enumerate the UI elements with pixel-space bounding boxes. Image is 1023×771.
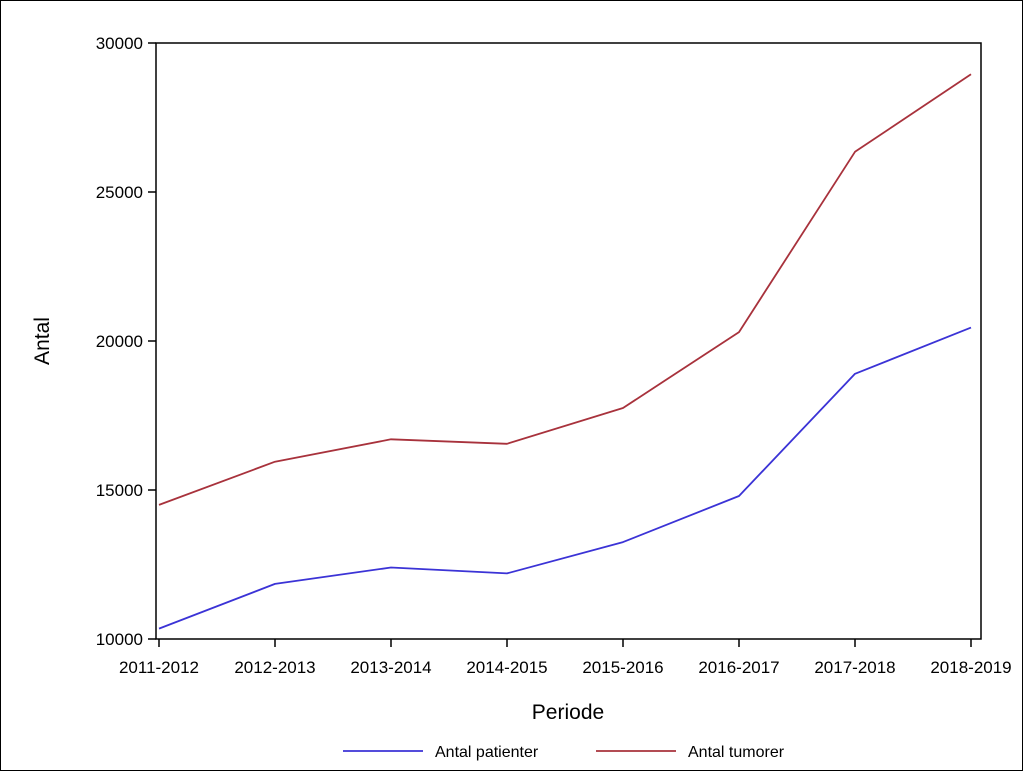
x-tick-label: 2015-2016	[582, 658, 663, 677]
x-tick-label: 2012-2013	[234, 658, 315, 677]
x-tick-label: 2013-2014	[350, 658, 431, 677]
y-tick-label: 20000	[96, 332, 143, 351]
legend-label: Antal tumorer	[688, 744, 785, 761]
x-axis-title: Periode	[532, 701, 604, 724]
x-tick-label: 2017-2018	[814, 658, 895, 677]
x-tick-label: 2016-2017	[698, 658, 779, 677]
x-tick-label: 2014-2015	[466, 658, 547, 677]
series-lines	[158, 73, 972, 630]
y-tick-label: 10000	[96, 630, 143, 649]
legend: Antal patienter Antal tumorer	[343, 744, 785, 761]
y-tick-label: 30000	[96, 34, 143, 53]
y-tick-label: 15000	[96, 481, 143, 500]
series-line-antal-tumorer	[158, 73, 972, 506]
legend-label: Antal patienter	[435, 744, 539, 761]
series-line-antal-patienter	[158, 326, 972, 630]
plot-area	[155, 42, 982, 640]
x-tick-label: 2011-2012	[119, 658, 199, 677]
x-axis: 2011-2012 2012-2013 2013-2014 2014-2015 2015…	[119, 639, 1012, 677]
x-tick-label: 2018-2019	[930, 658, 1011, 677]
y-tick-label: 25000	[96, 183, 143, 202]
y-axis-title: Antal	[31, 317, 54, 365]
y-axis: 10000 15000 20000 25000 30000	[96, 34, 156, 649]
